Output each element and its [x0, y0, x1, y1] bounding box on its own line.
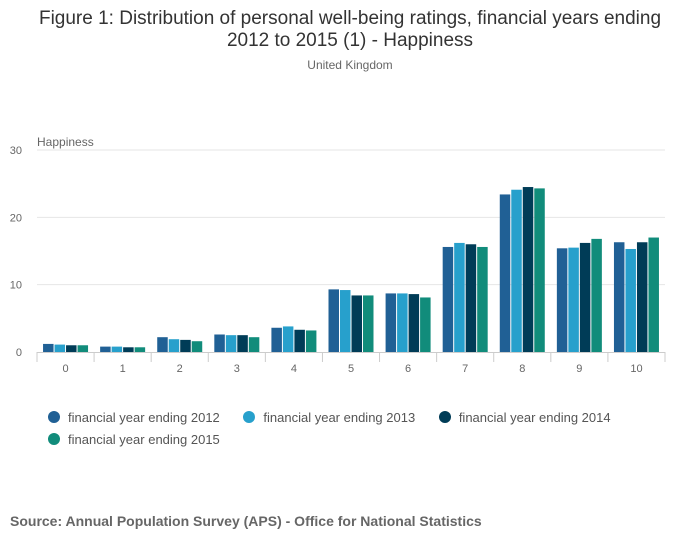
legend: financial year ending 2012 financial yea…	[48, 406, 648, 450]
legend-dot-2012	[48, 411, 60, 423]
bar-2-2012	[157, 337, 168, 352]
bar-8-2015	[534, 188, 545, 352]
bar-9-2013	[568, 247, 579, 352]
x-tick-label-7: 7	[462, 363, 468, 375]
bar-10-2012	[613, 242, 625, 352]
bar-4-2013	[282, 326, 294, 352]
bar-0-2013	[54, 344, 66, 352]
bar-7-2014	[465, 244, 477, 352]
x-tick-label-8: 8	[519, 363, 525, 375]
bar-3-2014	[237, 335, 248, 352]
bar-4-2014	[294, 329, 305, 352]
bar-8-2012	[499, 194, 511, 352]
bar-3-2012	[214, 334, 225, 352]
x-tick-label-10: 10	[630, 363, 642, 375]
bar-7-2013	[454, 242, 465, 352]
bar-8-2014	[522, 187, 534, 352]
bar-5-2015	[363, 295, 374, 352]
x-tick-label-6: 6	[405, 363, 411, 375]
bar-1-2013	[111, 346, 123, 352]
bar-10-2013	[625, 248, 636, 352]
bar-1-2012	[100, 346, 111, 352]
chart-subtitle: United Kingdom	[307, 58, 393, 72]
legend-label-2015: financial year ending 2015	[68, 431, 220, 447]
bar-5-2012	[328, 289, 339, 352]
legend-dot-2014	[438, 411, 451, 423]
bar-1-2015	[134, 347, 146, 352]
bar-10-2014	[636, 242, 648, 352]
legend-label-2013: financial year ending 2013	[263, 409, 416, 425]
x-tick-label-2: 2	[177, 363, 183, 375]
chart-area: 0 10 20 30 Happiness 0 1 2 3 4 5 6 7 8 9 10	[10, 135, 666, 375]
y-tick-label-20: 20	[10, 212, 22, 224]
bar-6-2013	[397, 293, 408, 352]
legend-label-2012: financial year ending 2012	[68, 409, 220, 425]
legend-item-2014[interactable]: financial year ending 2014	[438, 406, 611, 428]
bar-9-2014	[579, 242, 591, 352]
bar-2-2015	[191, 341, 203, 352]
source-note: Source: Annual Population Survey (APS) -…	[10, 513, 482, 529]
bar-3-2015	[248, 337, 260, 352]
x-tick-label-5: 5	[348, 363, 354, 375]
legend-item-2013[interactable]: financial year ending 2013	[243, 406, 415, 428]
bar-6-2012	[385, 293, 397, 352]
bar-7-2012	[442, 246, 454, 352]
bar-5-2014	[351, 295, 362, 352]
legend-item-2012[interactable]: financial year ending 2012	[48, 406, 220, 428]
bar-9-2012	[556, 248, 568, 352]
bar-4-2015	[305, 330, 317, 352]
bar-6-2014	[408, 294, 420, 352]
y-tick-label-30: 30	[10, 145, 22, 157]
x-tick-label-1: 1	[120, 363, 126, 375]
bar-7-2015	[477, 246, 488, 352]
bar-5-2013	[340, 290, 351, 352]
bar-4-2012	[271, 327, 282, 352]
y-tick-label-10: 10	[10, 280, 22, 292]
y-axis-label: Happiness	[37, 135, 94, 149]
bar-10-2015	[648, 237, 659, 352]
bar-2-2014	[180, 339, 191, 352]
bar-0-2015	[77, 345, 89, 352]
bar-3-2013	[225, 335, 237, 352]
chart-title: Figure 1: Distribution of personal well-…	[38, 8, 662, 51]
bar-6-2015	[420, 297, 431, 352]
legend-label-2014: financial year ending 2014	[458, 409, 611, 425]
bar-8-2013	[511, 189, 522, 352]
legend-dot-2013	[243, 411, 256, 423]
x-tick-label-4: 4	[291, 363, 297, 375]
x-tick-label-9: 9	[576, 363, 582, 375]
x-tick-label-3: 3	[234, 363, 240, 375]
y-tick-label-0: 0	[16, 347, 22, 359]
bar-1-2014	[123, 347, 134, 352]
legend-item-2015[interactable]: financial year ending 2015	[48, 428, 220, 450]
bar-9-2015	[591, 238, 602, 352]
legend-dot-2015	[48, 433, 60, 445]
bar-0-2014	[66, 345, 77, 352]
x-tick-label-0: 0	[62, 363, 68, 375]
bar-2-2013	[168, 339, 180, 352]
bar-0-2012	[43, 343, 54, 352]
